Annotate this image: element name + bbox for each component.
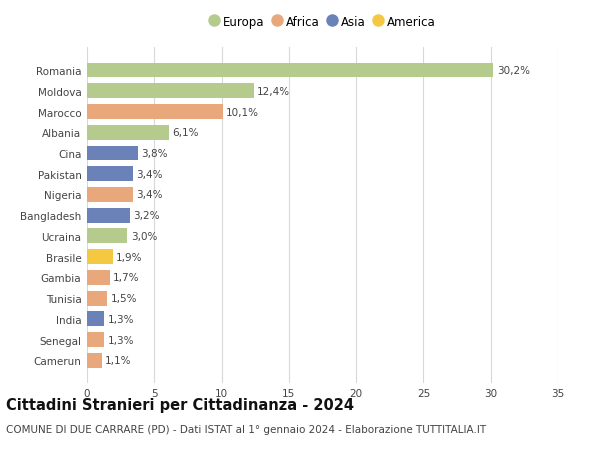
Bar [87,188,133,202]
Bar [87,125,169,140]
Text: 1,3%: 1,3% [108,314,134,324]
Text: 1,1%: 1,1% [105,356,131,365]
Text: 3,8%: 3,8% [142,149,168,159]
Bar [87,146,138,161]
Bar [87,229,127,244]
Text: 6,1%: 6,1% [172,128,199,138]
Bar [87,63,493,78]
Text: 1,9%: 1,9% [116,252,142,262]
Bar [87,208,130,223]
Bar [87,312,104,327]
Text: 1,5%: 1,5% [110,293,137,303]
Bar [87,332,104,347]
Text: 1,3%: 1,3% [108,335,134,345]
Text: Cittadini Stranieri per Cittadinanza - 2024: Cittadini Stranieri per Cittadinanza - 2… [6,397,354,412]
Bar [87,353,102,368]
Text: 3,4%: 3,4% [136,190,163,200]
Text: 12,4%: 12,4% [257,87,290,96]
Text: 30,2%: 30,2% [497,66,530,76]
Text: 10,1%: 10,1% [226,107,259,117]
Text: 3,0%: 3,0% [131,231,157,241]
Bar [87,250,113,264]
Legend: Europa, Africa, Asia, America: Europa, Africa, Asia, America [209,16,436,28]
Bar [87,84,254,99]
Bar [87,167,133,182]
Bar [87,270,110,285]
Bar [87,291,107,306]
Text: 3,4%: 3,4% [136,169,163,179]
Text: COMUNE DI DUE CARRARE (PD) - Dati ISTAT al 1° gennaio 2024 - Elaborazione TUTTIT: COMUNE DI DUE CARRARE (PD) - Dati ISTAT … [6,425,486,435]
Text: 1,7%: 1,7% [113,273,140,283]
Text: 3,2%: 3,2% [133,211,160,221]
Bar [87,105,223,120]
